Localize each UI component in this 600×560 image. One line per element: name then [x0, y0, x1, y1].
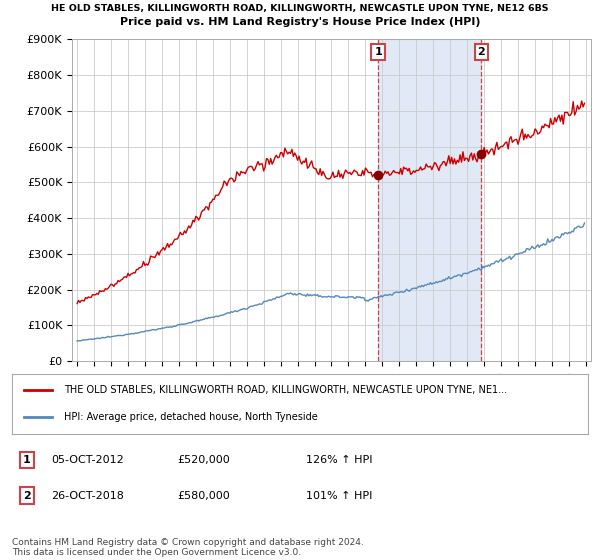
Text: 1: 1: [23, 455, 31, 465]
Text: HE OLD STABLES, KILLINGWORTH ROAD, KILLINGWORTH, NEWCASTLE UPON TYNE, NE12 6BS: HE OLD STABLES, KILLINGWORTH ROAD, KILLI…: [51, 4, 549, 13]
Text: 05-OCT-2012: 05-OCT-2012: [51, 455, 124, 465]
Text: 1: 1: [374, 47, 382, 57]
Text: Contains HM Land Registry data © Crown copyright and database right 2024.
This d: Contains HM Land Registry data © Crown c…: [12, 538, 364, 557]
Text: 2: 2: [23, 491, 31, 501]
Text: 2: 2: [478, 47, 485, 57]
Text: £520,000: £520,000: [177, 455, 230, 465]
Text: HPI: Average price, detached house, North Tyneside: HPI: Average price, detached house, Nort…: [64, 412, 317, 422]
Text: 101% ↑ HPI: 101% ↑ HPI: [306, 491, 373, 501]
Text: THE OLD STABLES, KILLINGWORTH ROAD, KILLINGWORTH, NEWCASTLE UPON TYNE, NE1...: THE OLD STABLES, KILLINGWORTH ROAD, KILL…: [64, 385, 507, 395]
Text: 126% ↑ HPI: 126% ↑ HPI: [306, 455, 373, 465]
Text: Price paid vs. HM Land Registry's House Price Index (HPI): Price paid vs. HM Land Registry's House …: [120, 17, 480, 27]
Text: £580,000: £580,000: [177, 491, 230, 501]
Text: 26-OCT-2018: 26-OCT-2018: [51, 491, 124, 501]
Bar: [378, 39, 481, 361]
